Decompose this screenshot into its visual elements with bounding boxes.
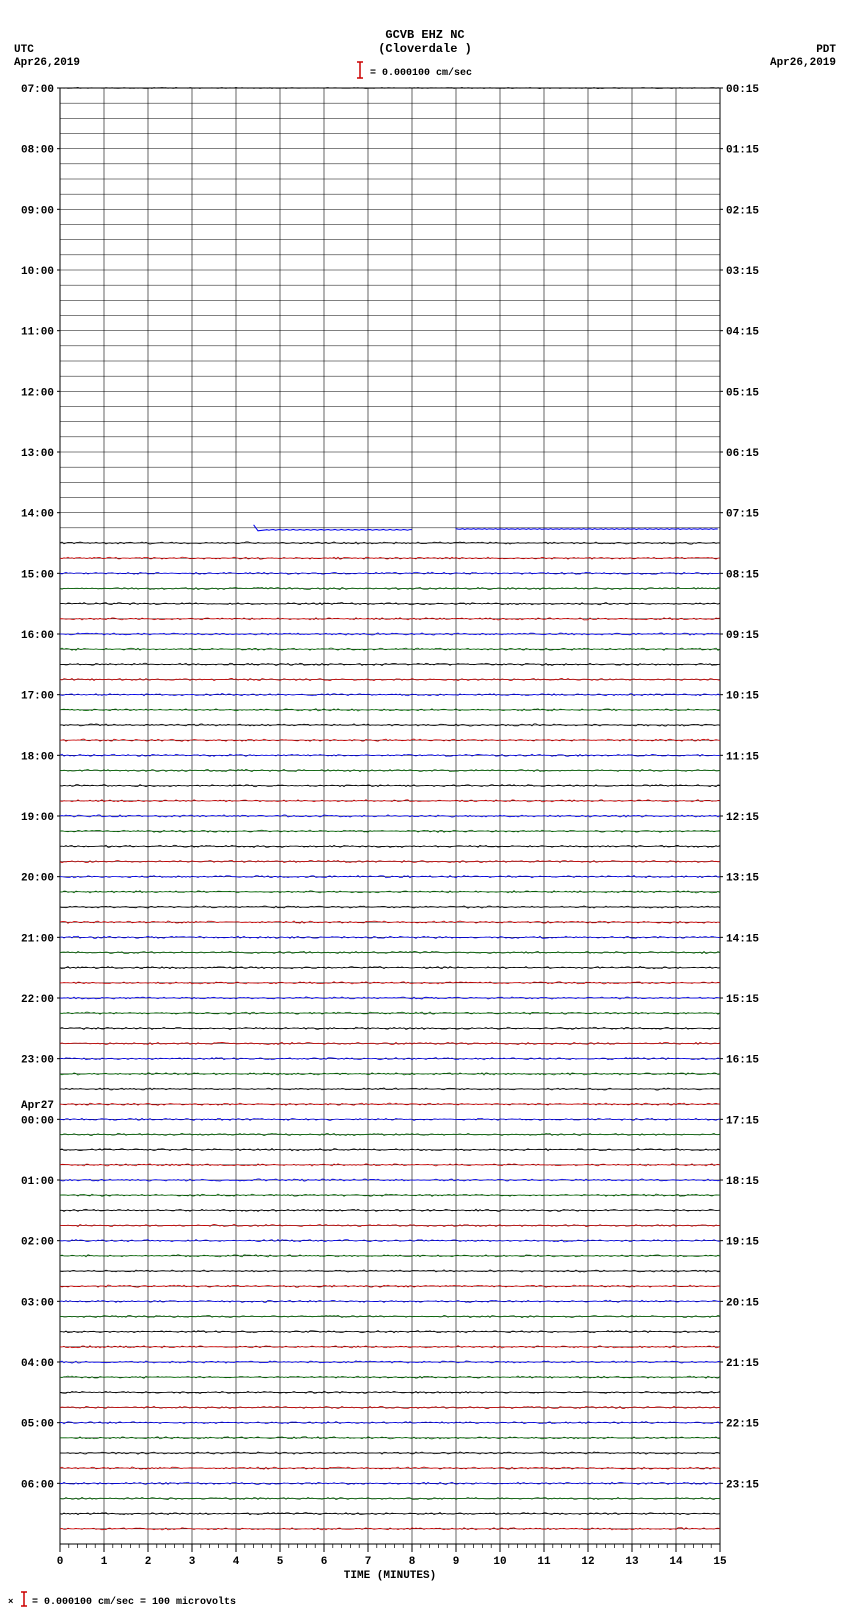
right-hour-label: 14:15 bbox=[726, 933, 759, 945]
x-tick-label: 2 bbox=[145, 1556, 152, 1568]
header-scale-text: = 0.000100 cm/sec bbox=[370, 67, 472, 79]
trace-line bbox=[60, 1118, 720, 1120]
trace-line bbox=[60, 1422, 720, 1424]
left-tz-label: UTC bbox=[14, 44, 34, 56]
trace-line bbox=[60, 663, 720, 665]
right-tz-label: PDT bbox=[816, 44, 836, 56]
chart-svg: GCVB EHZ NC(Cloverdale ) = 0.000100 cm/se… bbox=[0, 0, 850, 1613]
left-hour-label: 09:00 bbox=[21, 205, 54, 217]
left-hour-label: 12:00 bbox=[21, 387, 54, 399]
right-hour-label: 00:15 bbox=[726, 84, 759, 96]
x-tick-label: 10 bbox=[493, 1556, 506, 1568]
right-hour-label: 13:15 bbox=[726, 873, 759, 885]
right-hour-label: 16:15 bbox=[726, 1055, 759, 1067]
right-hour-label: 05:15 bbox=[726, 387, 759, 399]
left-hour-label: 02:00 bbox=[21, 1237, 54, 1249]
trace-line bbox=[60, 1376, 720, 1378]
right-hour-label: 06:15 bbox=[726, 448, 759, 460]
x-tick-label: 6 bbox=[321, 1556, 328, 1568]
left-hour-label: 03:00 bbox=[21, 1297, 54, 1309]
x-tick-label: 1 bbox=[101, 1556, 108, 1568]
right-hour-label: 04:15 bbox=[726, 327, 759, 339]
x-tick-label: 4 bbox=[233, 1556, 240, 1568]
trace-line bbox=[60, 1270, 720, 1272]
left-hour-label: 20:00 bbox=[21, 873, 54, 885]
trace-line bbox=[60, 1452, 720, 1454]
left-hour-label: 04:00 bbox=[21, 1358, 54, 1370]
x-tick-label: 14 bbox=[669, 1556, 683, 1568]
trace-line bbox=[60, 785, 720, 787]
trace-line bbox=[60, 542, 720, 544]
left-hour-label: 07:00 bbox=[21, 84, 54, 96]
x-tick-label: 8 bbox=[409, 1556, 416, 1568]
right-hour-label: 10:15 bbox=[726, 691, 759, 703]
right-hour-label: 17:15 bbox=[726, 1115, 759, 1127]
trace-line bbox=[60, 921, 720, 923]
right-date-label: Apr26,2019 bbox=[770, 57, 836, 69]
left-hour-label: 00:00 bbox=[21, 1115, 54, 1127]
x-tick-label: 13 bbox=[625, 1556, 639, 1568]
trace-line bbox=[60, 1255, 720, 1257]
right-hour-label: 19:15 bbox=[726, 1237, 759, 1249]
right-hour-label: 03:15 bbox=[726, 266, 759, 278]
left-hour-label: 08:00 bbox=[21, 145, 54, 157]
footer-scale-prefix: × bbox=[8, 1597, 13, 1607]
seismograph-chart: GCVB EHZ NC(Cloverdale ) = 0.000100 cm/se… bbox=[0, 0, 850, 1613]
trace-line bbox=[60, 1300, 720, 1302]
left-hour-label: 18:00 bbox=[21, 751, 54, 763]
left-hour-label: 15:00 bbox=[21, 569, 54, 581]
left-hour-label: 14:00 bbox=[21, 509, 54, 521]
left-date-label: Apr26,2019 bbox=[14, 57, 80, 69]
trace-line bbox=[60, 557, 720, 559]
left-date-header: Apr27 bbox=[21, 1100, 54, 1112]
trace-line bbox=[60, 951, 720, 953]
trace-line bbox=[60, 1088, 720, 1090]
trace-line bbox=[60, 982, 720, 984]
right-hour-label: 08:15 bbox=[726, 569, 759, 581]
x-tick-label: 0 bbox=[57, 1556, 64, 1568]
left-hour-label: 06:00 bbox=[21, 1479, 54, 1491]
trace-line bbox=[60, 1285, 720, 1287]
trace-line-partial bbox=[456, 529, 718, 530]
right-hour-label: 18:15 bbox=[726, 1176, 759, 1188]
trace-line bbox=[60, 1406, 720, 1408]
footer-scale-text: = 0.000100 cm/sec = 100 microvolts bbox=[32, 1596, 236, 1608]
right-hour-label: 12:15 bbox=[726, 812, 759, 824]
trace-line bbox=[60, 1027, 720, 1029]
left-hour-label: 11:00 bbox=[21, 327, 54, 339]
right-hour-label: 09:15 bbox=[726, 630, 759, 642]
x-axis-label: TIME (MINUTES) bbox=[344, 1570, 436, 1582]
left-hour-label: 22:00 bbox=[21, 994, 54, 1006]
right-hour-label: 22:15 bbox=[726, 1419, 759, 1431]
x-tick-label: 15 bbox=[713, 1556, 727, 1568]
x-tick-label: 7 bbox=[365, 1556, 372, 1568]
left-hour-label: 13:00 bbox=[21, 448, 54, 460]
right-hour-label: 23:15 bbox=[726, 1479, 759, 1491]
right-hour-label: 11:15 bbox=[726, 751, 759, 763]
right-hour-label: 21:15 bbox=[726, 1358, 759, 1370]
station-name: (Cloverdale ) bbox=[378, 42, 472, 56]
trace-line bbox=[60, 648, 720, 650]
left-hour-label: 17:00 bbox=[21, 691, 54, 703]
right-hour-label: 02:15 bbox=[726, 205, 759, 217]
station-id: GCVB EHZ NC bbox=[385, 28, 464, 42]
trace-line bbox=[60, 724, 720, 726]
x-tick-label: 12 bbox=[581, 1556, 594, 1568]
left-hour-label: 10:00 bbox=[21, 266, 54, 278]
right-hour-label: 01:15 bbox=[726, 145, 759, 157]
left-hour-label: 23:00 bbox=[21, 1055, 54, 1067]
right-hour-label: 07:15 bbox=[726, 509, 759, 521]
x-tick-label: 5 bbox=[277, 1556, 284, 1568]
left-hour-label: 21:00 bbox=[21, 933, 54, 945]
x-tick-label: 3 bbox=[189, 1556, 196, 1568]
right-hour-label: 15:15 bbox=[726, 994, 759, 1006]
x-tick-label: 11 bbox=[537, 1556, 551, 1568]
right-hour-label: 20:15 bbox=[726, 1297, 759, 1309]
left-hour-label: 16:00 bbox=[21, 630, 54, 642]
left-hour-label: 01:00 bbox=[21, 1176, 54, 1188]
left-hour-label: 19:00 bbox=[21, 812, 54, 824]
x-tick-label: 9 bbox=[453, 1556, 460, 1568]
left-hour-label: 05:00 bbox=[21, 1419, 54, 1431]
trace-line bbox=[60, 633, 720, 635]
